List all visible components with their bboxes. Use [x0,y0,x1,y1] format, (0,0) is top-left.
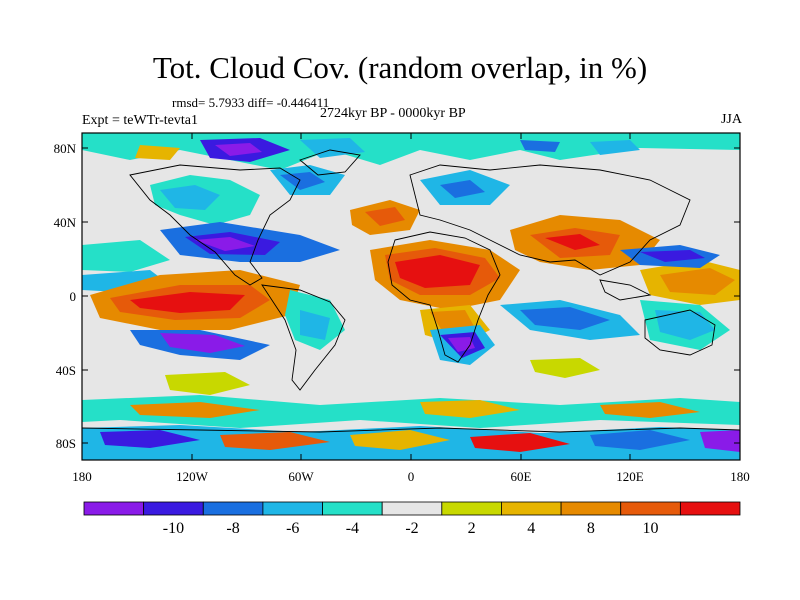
anomaly-field [82,133,740,460]
lon-tick-label: 180 [730,469,750,484]
colorbar-swatch [143,501,204,516]
colorbar-label: -6 [286,520,299,537]
season-label: JJA [720,112,742,127]
colorbar-swatch [441,501,502,516]
colorbar-label: -2 [405,520,418,537]
colorbar-label: -10 [163,520,184,537]
period-label: 2724kyr BP - 0000kyr BP [320,106,466,121]
colorbar: -10 -8 -6 -4 -2 2 4 8 10 [83,501,741,537]
lon-tick-label: 60W [288,469,314,484]
colorbar-label: 4 [527,520,535,537]
lon-tick-label: 0 [408,469,415,484]
colorbar-label: -8 [226,520,239,537]
colorbar-swatch [501,501,562,516]
colorbar-label: -4 [346,520,359,537]
colorbar-swatch [679,501,741,516]
colorbar-swatch [262,501,323,516]
colorbar-label: 10 [643,520,659,537]
colorbar-swatch [381,501,443,516]
lon-tick-label: 180 [72,469,92,484]
lat-tick-label: 40N [54,215,77,230]
stats-label: rmsd= 5.7933 diff= -0.446411 [172,95,330,110]
lat-tick-label: 40S [56,363,76,378]
lon-tick-label: 120W [176,469,209,484]
colorbar-label: 2 [468,520,476,537]
lat-tick-label: 80N [54,141,77,156]
lon-tick-label: 60E [511,469,532,484]
colorbar-swatch [560,501,622,516]
colorbar-label: 8 [587,520,595,537]
colorbar-swatch [202,501,264,516]
colorbar-swatch [83,501,145,516]
experiment-label: Expt = teWTr-tevta1 [82,113,198,128]
colorbar-swatch [322,501,383,516]
map-title: Tot. Cloud Cov. (random overlap, in %) [152,50,648,85]
lat-axis: 80N 40N 0 40S 80S [54,141,740,451]
coastlines [82,149,740,433]
colorbar-swatch [620,501,681,516]
lon-tick-label: 120E [616,469,644,484]
lon-axis: 180 120W 60W 0 60E 120E 180 [72,133,750,484]
lat-tick-label: 0 [70,289,77,304]
lat-tick-label: 80S [56,436,76,451]
